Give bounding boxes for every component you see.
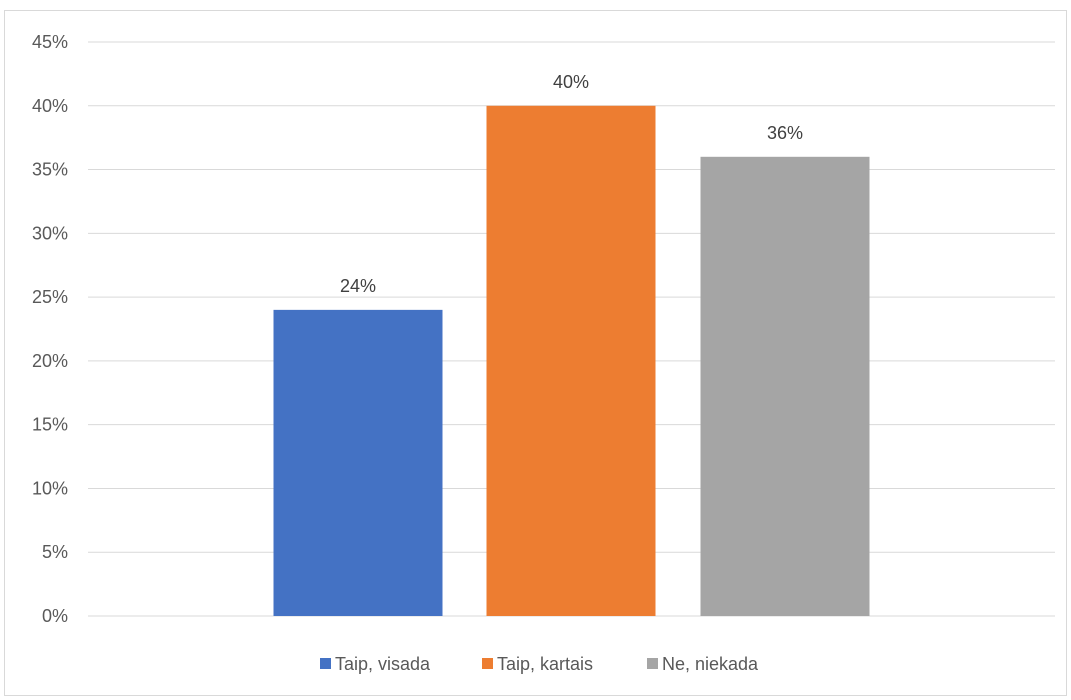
legend-swatch bbox=[320, 658, 331, 669]
legend: Taip, visada Taip, kartais Ne, niekada bbox=[320, 654, 759, 674]
data-label: 24% bbox=[340, 276, 376, 296]
legend-swatch bbox=[647, 658, 658, 669]
legend-label: Ne, niekada bbox=[662, 654, 759, 674]
y-tick-label: 20% bbox=[32, 351, 68, 371]
data-labels: 24% 40% 36% bbox=[340, 72, 803, 296]
bars bbox=[273, 105, 870, 617]
data-label: 36% bbox=[767, 123, 803, 143]
bar bbox=[273, 309, 443, 616]
y-tick-label: 35% bbox=[32, 160, 68, 180]
y-tick-label: 5% bbox=[42, 542, 68, 562]
legend-swatch bbox=[482, 658, 493, 669]
y-tick-label: 15% bbox=[32, 415, 68, 435]
y-tick-label: 40% bbox=[32, 96, 68, 116]
legend-label: Taip, kartais bbox=[497, 654, 593, 674]
bar bbox=[700, 156, 870, 617]
y-tick-label: 45% bbox=[32, 32, 68, 52]
y-axis-tick-labels: 0% 5% 10% 15% 20% 25% 30% 35% 40% 45% bbox=[32, 32, 68, 626]
data-label: 40% bbox=[553, 72, 589, 92]
y-tick-label: 10% bbox=[32, 478, 68, 498]
y-tick-label: 25% bbox=[32, 287, 68, 307]
legend-label: Taip, visada bbox=[335, 654, 431, 674]
y-tick-label: 30% bbox=[32, 223, 68, 243]
bar bbox=[486, 105, 656, 617]
y-tick-label: 0% bbox=[42, 606, 68, 626]
